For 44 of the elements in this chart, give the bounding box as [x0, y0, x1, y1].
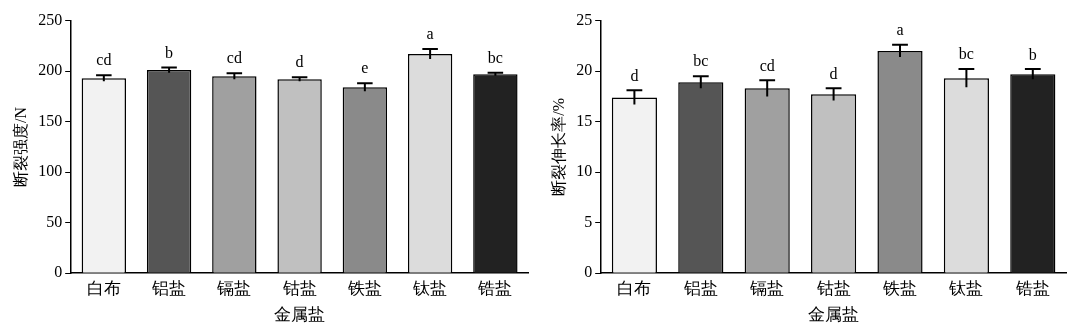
- annotation: a: [896, 21, 904, 39]
- y-tick-label: 25: [576, 10, 593, 28]
- x-tick-label: 钴盐: [281, 278, 317, 298]
- x-tick-label: 钛盐: [948, 278, 984, 298]
- y-tick-label: 0: [54, 263, 63, 281]
- y-axis-title: 断裂强度/N: [11, 106, 29, 187]
- y-tick-label: 0: [584, 263, 593, 281]
- annotation: bc: [693, 52, 709, 70]
- x-tick-label: 白布: [86, 278, 121, 298]
- annotation: b: [165, 43, 174, 61]
- x-tick-label: 镉盐: [216, 278, 252, 298]
- x-axis-title: 金属盐: [274, 305, 326, 325]
- y-tick-label: 10: [576, 162, 593, 180]
- x-axis-title: 金属盐: [808, 305, 860, 325]
- annotation: d: [295, 53, 304, 71]
- x-tick-label: 铁盐: [882, 278, 917, 298]
- x-tick-label: 铝盐: [682, 278, 718, 298]
- annotation: cd: [759, 56, 775, 74]
- y-axis-title: 断裂伸长率/%: [549, 98, 567, 196]
- annotation: bc: [958, 45, 974, 63]
- y-tick-label: 100: [38, 162, 63, 180]
- y-tick-label: 200: [38, 61, 63, 79]
- annotation: d: [630, 66, 639, 84]
- annotation: bc: [487, 48, 503, 66]
- x-tick-label: 锆盐: [1014, 278, 1050, 298]
- y-tick-label: 20: [576, 61, 593, 79]
- x-tick-label: 锆盐: [477, 278, 513, 298]
- annotation: cd: [96, 51, 112, 69]
- annotation: d: [829, 65, 838, 83]
- x-tick-label: 白布: [617, 278, 652, 298]
- x-tick-label: 镉盐: [749, 278, 785, 298]
- y-tick-label: 150: [38, 111, 63, 129]
- annotation: b: [1028, 45, 1037, 63]
- y-tick-label: 15: [576, 111, 593, 129]
- y-tick-label: 5: [584, 212, 593, 230]
- x-tick-label: 钴盐: [815, 278, 851, 298]
- annotation: a: [426, 25, 434, 43]
- x-tick-label: 铁盐: [346, 278, 382, 298]
- y-tick-label: 50: [46, 212, 63, 230]
- y-tick-label: 250: [38, 10, 63, 28]
- annotation: e: [361, 59, 369, 77]
- x-tick-label: 铝盐: [151, 278, 187, 298]
- x-tick-label: 钛盐: [412, 278, 448, 298]
- annotation: cd: [226, 49, 242, 67]
